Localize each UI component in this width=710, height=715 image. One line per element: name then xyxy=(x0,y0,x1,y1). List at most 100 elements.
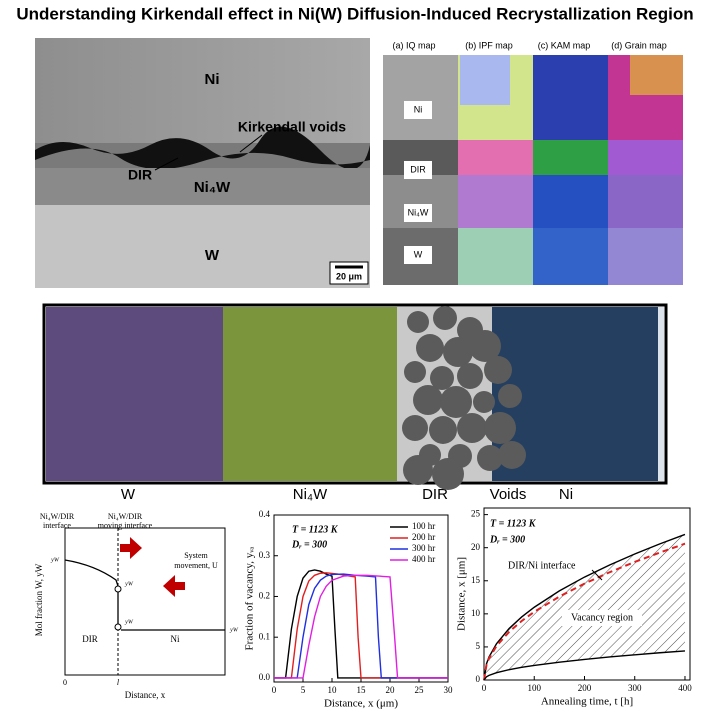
map-region xyxy=(533,140,608,175)
map-region xyxy=(608,140,683,175)
label: Ni₄W xyxy=(194,179,231,196)
map-region xyxy=(458,228,533,285)
void xyxy=(443,337,473,367)
x-mark: 0 xyxy=(63,678,67,687)
void xyxy=(484,412,516,444)
map-region xyxy=(533,228,608,285)
map-region xyxy=(533,175,608,228)
void xyxy=(473,391,495,413)
map-region xyxy=(608,175,683,228)
ebsd-maps: (a) IQ map (b) IPF map (c) KAM map (d) G… xyxy=(383,40,683,285)
map-region xyxy=(458,175,533,228)
label-bg xyxy=(562,610,642,626)
level-label: yW xyxy=(124,581,134,587)
x-tick-label: 5 xyxy=(301,685,306,695)
legend-label: 100 hr xyxy=(412,521,435,531)
map-region xyxy=(630,55,683,95)
void xyxy=(498,441,526,469)
label: Ni₄W xyxy=(293,486,328,503)
void xyxy=(416,334,444,362)
legend-label: 400 hr xyxy=(412,554,435,564)
x-tick-label: 200 xyxy=(578,683,592,693)
y-tick-label: 5 xyxy=(476,641,481,651)
annotation: T = 1123 K xyxy=(292,524,339,535)
x-tick-label: 0 xyxy=(482,683,487,693)
x-tick-label: 0 xyxy=(272,685,277,695)
label: Ni₄W/DIR xyxy=(108,512,143,521)
annotation: Vacancy region xyxy=(571,612,633,623)
annotation: Dᵣ = 300 xyxy=(489,534,525,545)
y-tick-label: 25 xyxy=(471,509,481,519)
chart: 0 5 10 15 20 25 30 0.0 0.1 0.2 0.3 0.4 Distance, x (… xyxy=(244,509,453,709)
region-label: Ni xyxy=(171,634,180,644)
label: Ni xyxy=(414,104,423,114)
plot-frame xyxy=(483,507,691,681)
line xyxy=(274,573,448,679)
annotation: Dᵣ = 300 xyxy=(291,539,327,550)
pointer xyxy=(591,569,603,581)
x-tick-label: 20 xyxy=(386,685,396,695)
scale-bar: 20 μm xyxy=(336,271,362,281)
label: Ni₄W/DIR xyxy=(40,512,75,521)
x-axis-label: Distance, x xyxy=(125,690,166,700)
void xyxy=(440,386,472,418)
line xyxy=(483,542,686,681)
label-box xyxy=(404,246,432,264)
label: System xyxy=(184,551,208,560)
line xyxy=(274,569,448,679)
x-tick-label: 400 xyxy=(678,683,692,693)
annotation: DIR/Ni interface xyxy=(508,560,576,571)
label: Ni xyxy=(205,71,220,88)
y-tick-label: 0.0 xyxy=(259,672,271,682)
x-tick-label: 100 xyxy=(527,683,541,693)
level-label: yW xyxy=(50,557,60,563)
hatched-region xyxy=(484,534,685,680)
mole-fraction-diagram: Ni₄W/DIR interface Ni₄W/DIR moving inter… xyxy=(34,512,239,700)
void xyxy=(407,311,429,333)
void xyxy=(402,415,428,441)
void xyxy=(484,356,512,384)
region-label: DIR xyxy=(82,634,98,644)
y-tick-label: 0.4 xyxy=(259,509,271,519)
label-box xyxy=(404,161,432,179)
x-axis-label: Annealing time, t [h] xyxy=(541,696,633,708)
x-tick-label: 10 xyxy=(328,685,338,695)
label: W xyxy=(414,249,423,259)
x-tick-label: 15 xyxy=(357,685,367,695)
void xyxy=(429,416,457,444)
void xyxy=(432,458,464,490)
void xyxy=(433,306,457,330)
level-label: yW xyxy=(124,619,134,625)
void xyxy=(457,413,487,443)
map-region xyxy=(458,140,533,175)
y-tick-label: 0.2 xyxy=(259,591,270,601)
x-axis-label: Distance, x (μm) xyxy=(324,698,398,710)
void xyxy=(404,361,426,383)
panel-title: (a) IQ map xyxy=(392,40,435,50)
schematic: W Ni₄W DIR Voids Ni xyxy=(42,303,668,503)
panel-title: (d) Grain map xyxy=(611,40,667,50)
legend-label: 300 hr xyxy=(412,543,435,553)
label-box xyxy=(404,101,432,119)
y-axis-label: Fraction of vacancy, yᵥₐ xyxy=(244,547,256,651)
map-region xyxy=(608,228,683,285)
label: DIR xyxy=(128,167,152,183)
x-tick-label: 30 xyxy=(444,685,454,695)
label: Ni xyxy=(559,486,573,503)
level-label: yW xyxy=(229,627,239,633)
void xyxy=(498,384,522,408)
label: Kirkendall voids xyxy=(238,119,346,135)
map-region xyxy=(383,55,458,140)
y-tick-label: 0.1 xyxy=(259,631,270,641)
label: Voids xyxy=(490,486,527,503)
x-mark: l xyxy=(117,678,120,687)
label: W xyxy=(121,486,136,503)
y-tick-label: 0.3 xyxy=(259,550,271,560)
map-region xyxy=(533,55,608,140)
label: movement, U xyxy=(174,561,218,570)
line xyxy=(274,572,448,679)
map-region xyxy=(460,55,510,105)
y-axis-label: Mol fraction W, yW xyxy=(34,563,44,636)
